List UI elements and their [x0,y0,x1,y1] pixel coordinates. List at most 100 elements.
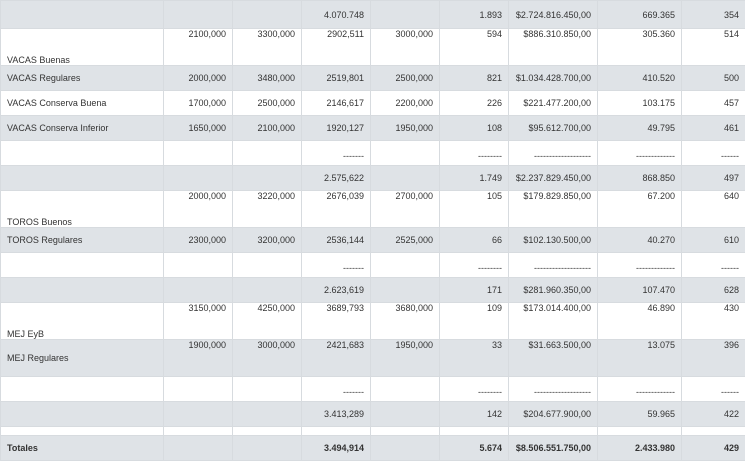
table-cell [233,427,302,436]
row-label [1,402,164,427]
table-cell: 103.175 [598,91,682,116]
table-cell: 2100,000 [233,116,302,141]
table-cell: ------------- [598,141,682,166]
table-cell [233,253,302,278]
table-cell: 2500,000 [371,66,440,91]
table-cell: 1920,127 [302,116,371,141]
table-cell: ------- [302,141,371,166]
table-cell: 457 [682,91,745,116]
table-cell: 305.360 [598,29,682,66]
table-cell [302,427,371,436]
row-label [1,141,164,166]
table-cell: 2676,039 [302,191,371,228]
table-cell [164,402,233,427]
table-cell: 33 [440,340,509,377]
row-label: TOROS Buenos [1,191,164,228]
table-cell [164,253,233,278]
table-cell: 628 [682,278,745,303]
table-cell: $2.237.829.450,00 [509,166,598,191]
table-cell: $204.677.900,00 [509,402,598,427]
table-cell [371,1,440,29]
table-cell: 171 [440,278,509,303]
table-cell: $221.477.200,00 [509,91,598,116]
table-cell: 640 [682,191,745,228]
table-cell: 821 [440,66,509,91]
table-cell: $2.724.816.450,00 [509,1,598,29]
table-cell: 461 [682,116,745,141]
table-cell: 610 [682,228,745,253]
row-label: MEJ Regulares [1,340,164,377]
table-cell: 105 [440,191,509,228]
row-label: TOROS Regulares [1,228,164,253]
table-cell: 2519,801 [302,66,371,91]
table-cell: 1950,000 [371,340,440,377]
table-cell [598,427,682,436]
table-cell: 430 [682,303,745,340]
table-row: ----------------------------------------… [1,141,745,166]
table-cell: ------ [682,377,745,402]
table-cell: 2700,000 [371,191,440,228]
table-cell: 4.070.748 [302,1,371,29]
table-cell: 2.433.980 [598,436,682,461]
table-cell: 3480,000 [233,66,302,91]
table-cell [233,377,302,402]
table-cell: 67.200 [598,191,682,228]
table-cell: ------------- [598,377,682,402]
table-cell: 59.965 [598,402,682,427]
table-cell: 107.470 [598,278,682,303]
table-cell [233,141,302,166]
table-cell: 49.795 [598,116,682,141]
table-cell [233,166,302,191]
table-cell: 3689,793 [302,303,371,340]
table-cell: 4250,000 [233,303,302,340]
table-cell: 2500,000 [233,91,302,116]
table-cell: 2000,000 [164,66,233,91]
table-cell [233,1,302,29]
table-cell: 1900,000 [164,340,233,377]
table-cell [164,1,233,29]
table-cell: 2902,511 [302,29,371,66]
table-cell [371,166,440,191]
table-cell: ------ [682,253,745,278]
table-cell: 2525,000 [371,228,440,253]
table-cell [371,377,440,402]
table-cell: 142 [440,402,509,427]
table-cell: 410.520 [598,66,682,91]
table-cell: ------------------- [509,141,598,166]
table-cell [371,427,440,436]
table-cell: 46.890 [598,303,682,340]
table-cell: 500 [682,66,745,91]
table-cell: ------------------- [509,253,598,278]
table-cell [371,436,440,461]
table-cell: 13.075 [598,340,682,377]
table-cell: 1700,000 [164,91,233,116]
table-cell [233,436,302,461]
table-cell: 3680,000 [371,303,440,340]
table-cell: 422 [682,402,745,427]
table-cell: $8.506.551.750,00 [509,436,598,461]
table-cell: 3.494,914 [302,436,371,461]
table-cell: -------- [440,141,509,166]
table-cell: 2200,000 [371,91,440,116]
table-cell: -------- [440,253,509,278]
table-cell [233,278,302,303]
table-cell: 429 [682,436,745,461]
table-cell: 514 [682,29,745,66]
row-label: VACAS Conserva Buena [1,91,164,116]
table-row [1,427,745,436]
table-row: ----------------------------------------… [1,253,745,278]
row-label [1,427,164,436]
table-cell: 1.749 [440,166,509,191]
table-cell: 868.850 [598,166,682,191]
table-cell [164,427,233,436]
